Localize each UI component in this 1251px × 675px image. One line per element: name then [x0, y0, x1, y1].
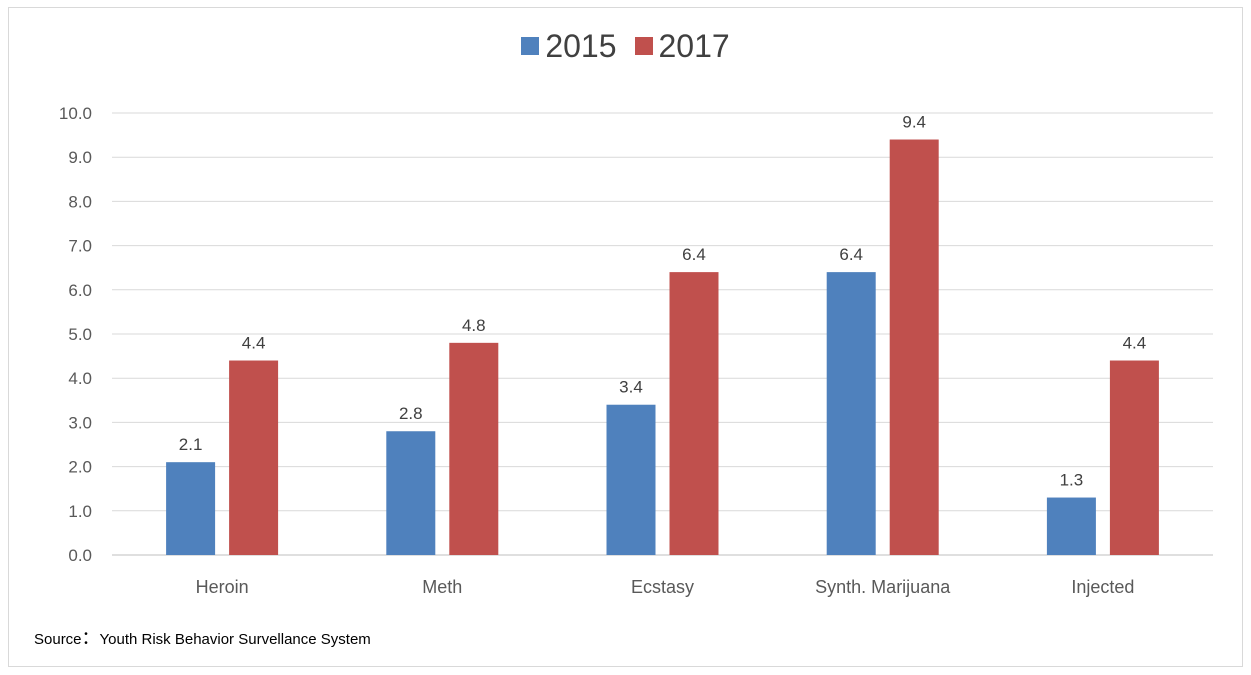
bar-2017-meth — [449, 342, 499, 555]
bar-2015-injected — [1046, 497, 1096, 555]
bars — [166, 139, 1159, 555]
legend-swatch-2017 — [634, 37, 653, 55]
data-label: 2.1 — [179, 435, 203, 454]
legend-swatch-2015 — [521, 37, 540, 55]
data-label: 2.8 — [399, 404, 423, 423]
y-tick-label: 10.0 — [59, 104, 92, 123]
data-label: 4.8 — [462, 316, 486, 335]
category-label: Ecstasy — [631, 577, 694, 597]
chart-frame — [8, 7, 1243, 667]
data-label: 3.4 — [619, 378, 643, 397]
legend-item-2017: 2017 — [634, 28, 730, 64]
bar-2015-meth — [386, 431, 436, 555]
data-label: 9.4 — [902, 113, 926, 132]
bar-2015-synth-marijuana — [826, 272, 876, 555]
data-label: 6.4 — [682, 245, 706, 264]
data-label: 1.3 — [1060, 471, 1084, 490]
legend-label-2017: 2017 — [658, 28, 730, 64]
category-label: Heroin — [196, 577, 249, 597]
data-label: 4.4 — [1123, 334, 1147, 353]
data-label: 4.4 — [242, 334, 266, 353]
y-tick-label: 6.0 — [68, 281, 92, 300]
legend-label-2015: 2015 — [545, 28, 617, 64]
y-tick-label: 3.0 — [68, 413, 92, 432]
source-prefix: Source — [34, 631, 82, 648]
y-tick-label: 8.0 — [68, 192, 92, 211]
y-tick-label: 4.0 — [68, 369, 92, 388]
y-tick-label: 1.0 — [68, 502, 92, 521]
bar-2015-heroin — [166, 462, 216, 555]
y-tick-label: 7.0 — [68, 237, 92, 256]
x-axis-categories: Heroin Meth Ecstasy Synth. Marijuana Injecte… — [196, 577, 1135, 597]
y-tick-label: 9.0 — [68, 148, 92, 167]
data-labels: 2.1 4.4 2.8 4.8 3.4 6.4 6.4 9.4 1.3 4.4 — [179, 113, 1146, 490]
bar-2015-ecstasy — [606, 404, 656, 555]
source-text: Youth Risk Behavior Survellance System — [99, 631, 371, 648]
y-tick-label: 0.0 — [68, 546, 92, 565]
category-label: Meth — [422, 577, 462, 597]
bar-2017-injected — [1109, 360, 1159, 555]
bar-2017-heroin — [229, 360, 279, 555]
bar-2017-synth-marijuana — [889, 139, 939, 555]
bar-2017-ecstasy — [669, 272, 719, 555]
y-tick-label: 5.0 — [68, 325, 92, 344]
source-note: Source：Youth Risk Behavior Survellance S… — [34, 624, 371, 650]
source-separator: ： — [81, 628, 100, 649]
legend-item-2015: 2015 — [521, 28, 617, 64]
data-label: 6.4 — [839, 245, 863, 264]
legend: 2015 2017 — [0, 30, 1251, 62]
category-label: Injected — [1071, 577, 1134, 597]
y-tick-label: 2.0 — [68, 458, 92, 477]
category-label: Synth. Marijuana — [815, 577, 951, 597]
y-axis-ticks: 0.0 1.0 2.0 3.0 4.0 5.0 6.0 7.0 8.0 9.0 10.0 — [59, 104, 92, 565]
gridlines — [112, 112, 1213, 556]
